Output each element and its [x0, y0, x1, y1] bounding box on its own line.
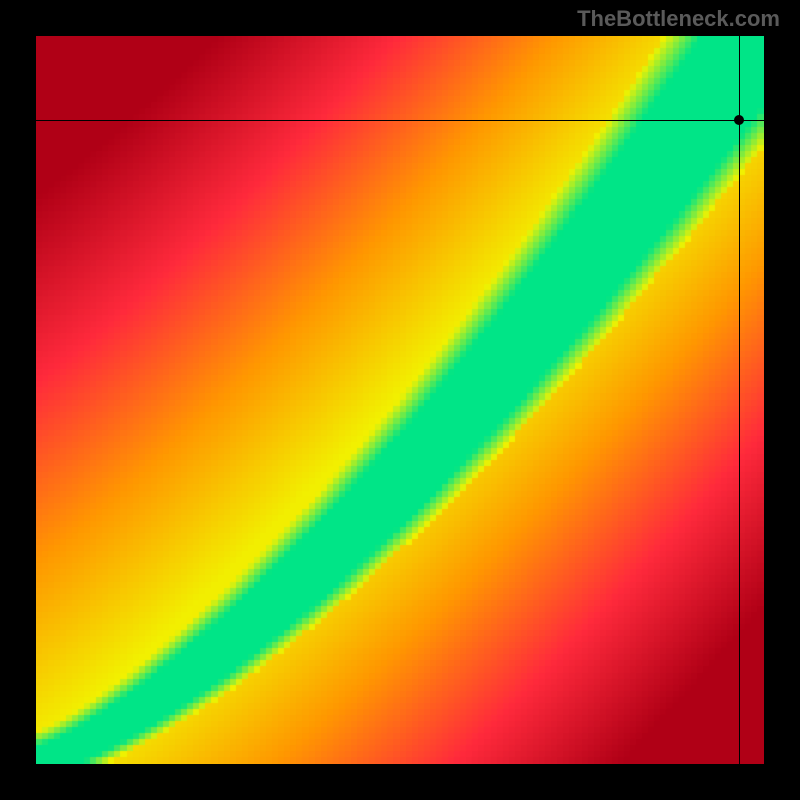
heatmap-canvas	[36, 36, 764, 764]
crosshair-marker	[734, 115, 744, 125]
watermark-text: TheBottleneck.com	[577, 6, 780, 32]
crosshair-vertical	[739, 36, 740, 764]
crosshair-horizontal	[36, 120, 764, 121]
chart-container: TheBottleneck.com	[0, 0, 800, 800]
